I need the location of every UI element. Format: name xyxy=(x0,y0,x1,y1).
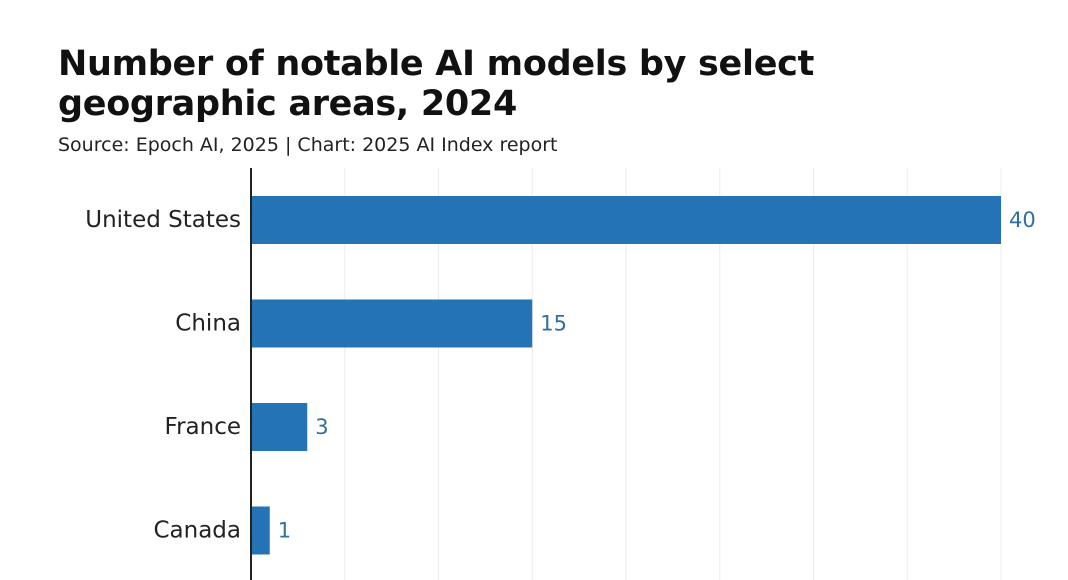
bars xyxy=(252,196,1001,555)
value-label: 15 xyxy=(540,312,567,336)
value-label: 40 xyxy=(1009,208,1036,232)
bar xyxy=(252,506,270,555)
value-labels: 40 15 3 1 xyxy=(278,208,1036,543)
category-label: United States xyxy=(85,207,241,233)
category-labels: United States China France Canada xyxy=(85,207,241,544)
value-label: 1 xyxy=(278,519,291,543)
bar xyxy=(252,403,308,451)
chart-source: Source: Epoch AI, 2025 | Chart: 2025 AI … xyxy=(58,134,558,156)
bar xyxy=(252,299,533,348)
bar xyxy=(252,196,1001,244)
category-label: Canada xyxy=(153,518,241,544)
category-label: France xyxy=(165,414,241,440)
value-label: 3 xyxy=(315,415,328,439)
chart-title: Number of notable AI models by select ge… xyxy=(58,44,815,124)
category-label: China xyxy=(175,311,241,337)
